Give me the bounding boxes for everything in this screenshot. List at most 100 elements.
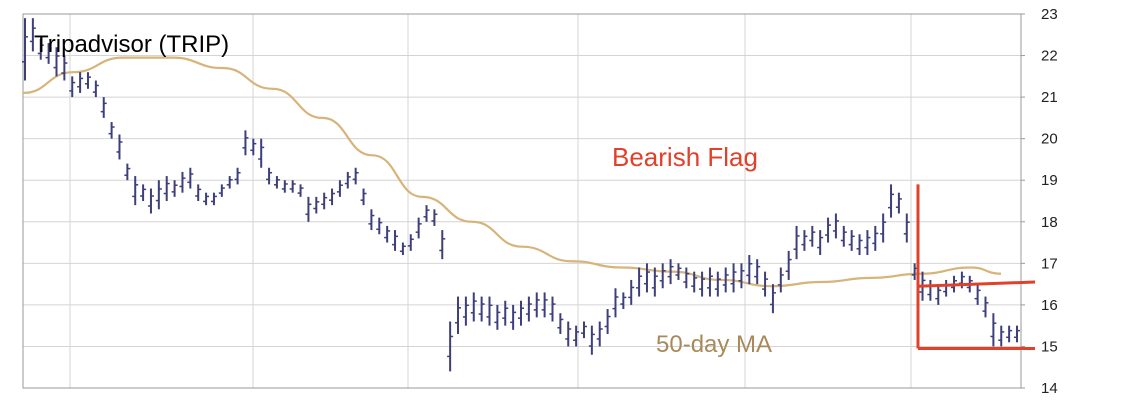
price-bar (329, 188, 336, 206)
price-bar (360, 188, 367, 206)
price-bar (580, 321, 587, 339)
price-bar (651, 267, 658, 297)
price-bar (69, 76, 76, 98)
price-bar (549, 296, 556, 322)
y-axis: 14 15 16 17 18 19 20 21 22 23 (1021, 6, 1058, 397)
price-bar (691, 271, 698, 293)
price-bar (982, 296, 989, 318)
price-bar (108, 122, 115, 139)
ma-label: 50-day MA (656, 331, 772, 358)
price-bar (155, 180, 162, 210)
ma-line-group (22, 56, 1002, 288)
price-bars (22, 18, 1020, 372)
price-bar (565, 321, 572, 347)
price-bar (376, 217, 383, 235)
price-bar (974, 284, 981, 305)
price-bar (785, 250, 792, 280)
price-bar (462, 296, 469, 326)
price-bar (242, 130, 249, 156)
chart-title: Tripadvisor (TRIP) (34, 31, 229, 58)
price-bar (557, 313, 564, 334)
price-bar (636, 267, 643, 297)
price-bar (706, 267, 713, 297)
price-bar (722, 267, 729, 293)
price-bar (714, 271, 721, 297)
price-bar (171, 180, 178, 197)
price-bar (100, 97, 107, 118)
price-bar (573, 325, 580, 347)
price-bar (880, 213, 887, 243)
y-tick-label: 18 (1041, 214, 1058, 231)
y-tick-label: 14 (1041, 380, 1058, 397)
price-bar (132, 176, 139, 206)
price-bar (218, 184, 225, 197)
price-bar (832, 213, 839, 239)
price-bar (825, 217, 832, 243)
price-bar (809, 225, 816, 247)
price-bar (612, 288, 619, 318)
price-bar (258, 138, 265, 168)
y-tick-label: 16 (1041, 297, 1058, 314)
price-bar (888, 184, 895, 218)
price-bar (305, 196, 312, 222)
price-bar (407, 234, 414, 251)
price-bar (344, 171, 351, 189)
y-tick-label: 21 (1041, 89, 1058, 106)
price-bar (510, 304, 517, 330)
price-bar (848, 230, 855, 251)
price-bar (793, 225, 800, 260)
price-bar (840, 225, 847, 247)
price-bar (864, 230, 871, 256)
price-bar (494, 304, 501, 330)
price-bar (990, 313, 997, 347)
price-bar (903, 213, 910, 243)
price-bar (699, 271, 706, 297)
price-bar (431, 209, 438, 226)
price-bar (754, 259, 761, 285)
price-bar (368, 209, 375, 231)
plot-frame (22, 13, 1022, 389)
price-bar (187, 167, 194, 189)
price-bar (525, 296, 532, 322)
price-bar (628, 279, 635, 305)
y-tick-label: 20 (1041, 131, 1058, 148)
price-bar (53, 47, 60, 77)
price-bar (392, 230, 399, 251)
price-bar (163, 176, 170, 201)
plot-background (23, 14, 1021, 388)
price-bar (336, 180, 343, 197)
price-bar (998, 325, 1005, 347)
price-bar (533, 292, 540, 318)
y-tick-label: 23 (1041, 6, 1058, 23)
price-bar (84, 72, 91, 89)
y-tick-label: 15 (1041, 338, 1058, 355)
price-bar (455, 296, 462, 334)
price-bar (29, 18, 36, 52)
price-bar (179, 171, 186, 193)
price-bar (384, 225, 391, 243)
price-bar (817, 230, 824, 256)
price-bar (588, 325, 595, 355)
price-bar (289, 180, 296, 193)
price-bar (116, 134, 123, 160)
price-bar (856, 234, 863, 256)
price-bar (22, 18, 28, 81)
price-bar (226, 176, 233, 189)
price-bar (92, 80, 99, 98)
y-tick-label: 19 (1041, 172, 1058, 189)
price-bar (203, 192, 210, 206)
bearish-flag-label: Bearish Flag (612, 142, 758, 172)
price-bar (518, 300, 524, 326)
price-bar (1006, 325, 1013, 343)
price-bar (470, 292, 477, 322)
price-bar (486, 296, 493, 326)
price-bar (895, 192, 902, 214)
price-bar (423, 205, 430, 222)
price-bar (502, 300, 509, 326)
price-bar (1014, 325, 1020, 343)
price-bar (45, 43, 52, 64)
price-bar (61, 55, 68, 81)
price-bar (281, 180, 288, 193)
price-bar (801, 230, 808, 251)
price-bar (478, 296, 485, 322)
